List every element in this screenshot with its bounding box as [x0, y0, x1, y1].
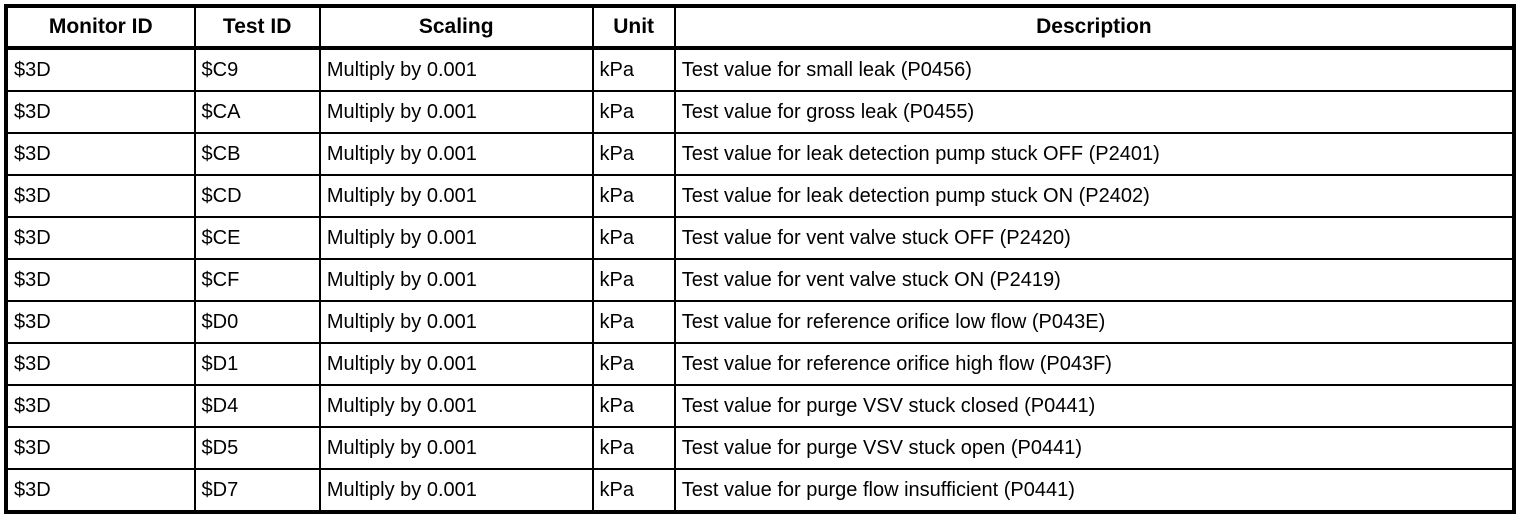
cell-monitor-id: $3D: [5, 90, 196, 134]
cell-scaling: Multiply by 0.001: [318, 258, 594, 302]
cell-monitor-id: $3D: [5, 342, 196, 386]
cell-test-id: $C9: [193, 47, 321, 92]
cell-description: Test value for reference orifice low flo…: [673, 300, 1516, 344]
table-row: $3D $D0 Multiply by 0.001 kPa Test value for…: [5, 300, 1516, 344]
cell-monitor-id: $3D: [5, 174, 196, 218]
cell-monitor-id: $3D: [5, 384, 196, 428]
cell-test-id: $D1: [193, 342, 321, 386]
cell-unit: kPa: [591, 174, 676, 218]
cell-monitor-id: $3D: [5, 300, 196, 344]
cell-unit: kPa: [591, 342, 676, 386]
table-row: $3D $D4 Multiply by 0.001 kPa Test value for…: [5, 384, 1516, 428]
column-header-description: Description: [673, 5, 1516, 50]
table-row: $3D $D7 Multiply by 0.001 kPa Test value for…: [5, 468, 1516, 513]
cell-description: Test value for gross leak (P0455): [673, 90, 1516, 134]
cell-scaling: Multiply by 0.001: [318, 216, 594, 260]
cell-test-id: $CF: [193, 258, 321, 302]
table-row: $3D $D1 Multiply by 0.001 kPa Test value for…: [5, 342, 1516, 386]
cell-description: Test value for reference orifice high fl…: [673, 342, 1516, 386]
cell-description: Test value for vent valve stuck OFF (P24…: [673, 216, 1516, 260]
cell-test-id: $CD: [193, 174, 321, 218]
cell-test-id: $D0: [193, 300, 321, 344]
cell-description: Test value for purge flow insufficient (…: [673, 468, 1516, 513]
cell-unit: kPa: [591, 216, 676, 260]
cell-scaling: Multiply by 0.001: [318, 342, 594, 386]
table-row: $3D $CD Multiply by 0.001 kPa Test value for…: [5, 174, 1516, 218]
cell-test-id: $CA: [193, 90, 321, 134]
cell-scaling: Multiply by 0.001: [318, 468, 594, 513]
cell-unit: kPa: [591, 468, 676, 513]
cell-monitor-id: $3D: [5, 426, 196, 470]
table-row: $3D $C9 Multiply by 0.001 kPa Test value for…: [5, 47, 1516, 92]
column-header-unit: Unit: [591, 5, 676, 50]
table-body: $3D $C9 Multiply by 0.001 kPa Test value for…: [5, 47, 1516, 513]
monitor-test-id-table: Monitor ID Test ID Scaling Unit Descript…: [4, 4, 1516, 514]
cell-monitor-id: $3D: [5, 258, 196, 302]
cell-unit: kPa: [591, 47, 676, 92]
cell-scaling: Multiply by 0.001: [318, 426, 594, 470]
cell-scaling: Multiply by 0.001: [318, 300, 594, 344]
cell-scaling: Multiply by 0.001: [318, 90, 594, 134]
cell-description: Test value for purge VSV stuck closed (P…: [673, 384, 1516, 428]
cell-unit: kPa: [591, 258, 676, 302]
cell-monitor-id: $3D: [5, 216, 196, 260]
table-row: $3D $CF Multiply by 0.001 kPa Test value for…: [5, 258, 1516, 302]
cell-test-id: $D7: [193, 468, 321, 513]
column-header-test-id: Test ID: [193, 5, 321, 50]
cell-test-id: $D5: [193, 426, 321, 470]
table-row: $3D $CE Multiply by 0.001 kPa Test value for…: [5, 216, 1516, 260]
column-header-monitor-id: Monitor ID: [5, 5, 196, 50]
cell-description: Test value for purge VSV stuck open (P04…: [673, 426, 1516, 470]
cell-test-id: $CE: [193, 216, 321, 260]
cell-unit: kPa: [591, 426, 676, 470]
cell-description: Test value for leak detection pump stuck…: [673, 174, 1516, 218]
cell-test-id: $CB: [193, 132, 321, 176]
table-row: $3D $CB Multiply by 0.001 kPa Test value for…: [5, 132, 1516, 176]
cell-scaling: Multiply by 0.001: [318, 132, 594, 176]
cell-scaling: Multiply by 0.001: [318, 47, 594, 92]
cell-test-id: $D4: [193, 384, 321, 428]
cell-unit: kPa: [591, 300, 676, 344]
table-row: $3D $D5 Multiply by 0.001 kPa Test value for…: [5, 426, 1516, 470]
cell-monitor-id: $3D: [5, 132, 196, 176]
cell-scaling: Multiply by 0.001: [318, 384, 594, 428]
cell-unit: kPa: [591, 132, 676, 176]
table-header-row: Monitor ID Test ID Scaling Unit Descript…: [5, 5, 1516, 50]
cell-unit: kPa: [591, 90, 676, 134]
table-row: $3D $CA Multiply by 0.001 kPa Test value for…: [5, 90, 1516, 134]
cell-monitor-id: $3D: [5, 468, 196, 513]
cell-description: Test value for vent valve stuck ON (P241…: [673, 258, 1516, 302]
cell-description: Test value for leak detection pump stuck…: [673, 132, 1516, 176]
cell-monitor-id: $3D: [5, 47, 196, 92]
cell-unit: kPa: [591, 384, 676, 428]
column-header-scaling: Scaling: [318, 5, 594, 50]
cell-scaling: Multiply by 0.001: [318, 174, 594, 218]
cell-description: Test value for small leak (P0456): [673, 47, 1516, 92]
